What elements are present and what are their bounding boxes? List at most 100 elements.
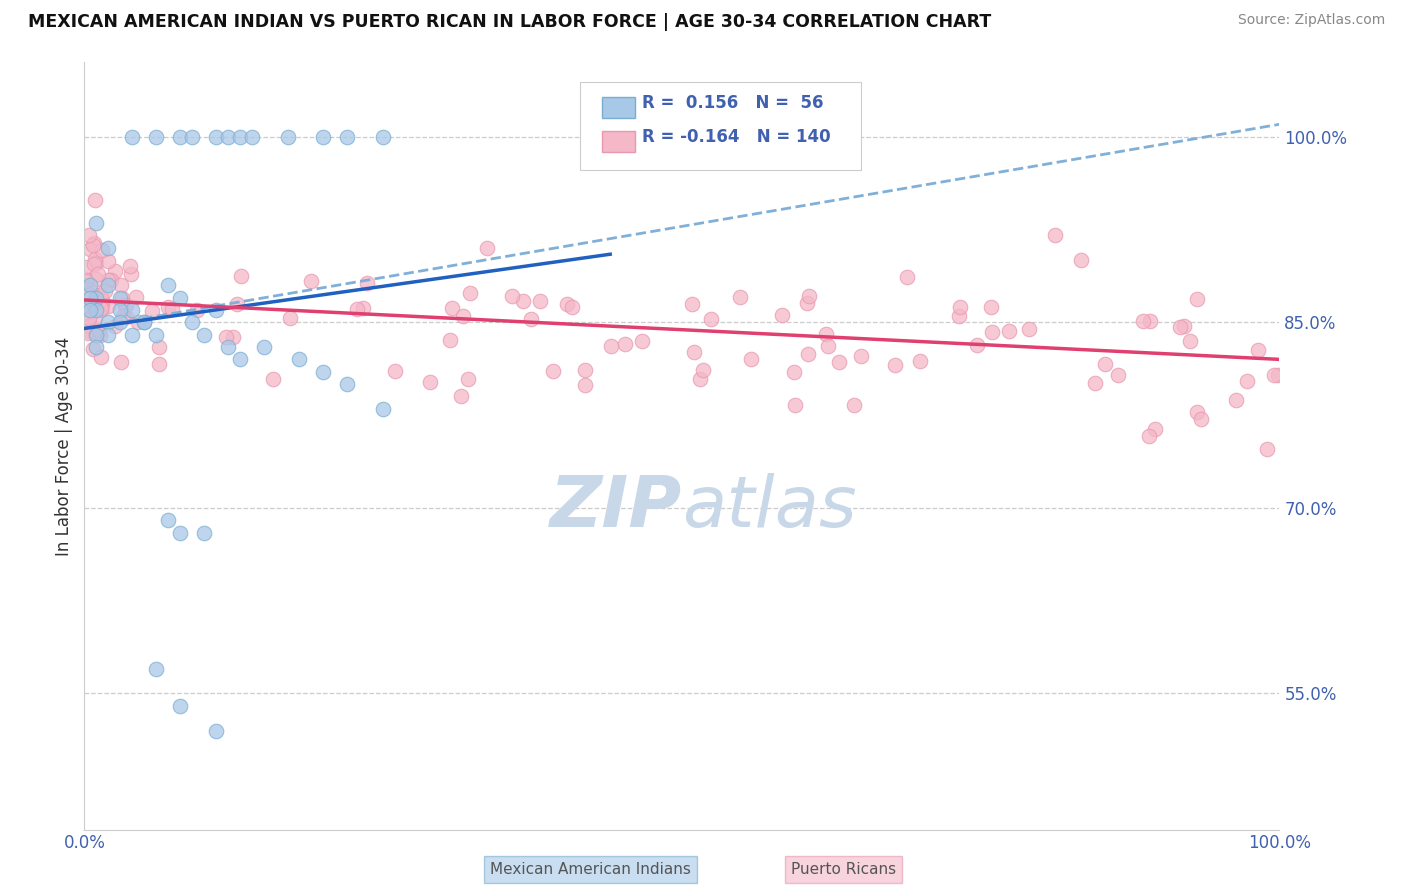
Point <box>120 267 142 281</box>
Point <box>278 311 301 326</box>
Point <box>229 352 252 367</box>
Point <box>82 238 104 252</box>
Point <box>76 326 98 340</box>
Point <box>1247 343 1270 358</box>
Point <box>90 301 112 316</box>
Point <box>948 309 970 323</box>
Text: Puerto Ricans: Puerto Ricans <box>792 863 896 877</box>
Point <box>75 298 97 312</box>
Point <box>193 525 215 540</box>
Point <box>87 267 110 281</box>
Point <box>76 278 98 293</box>
Point <box>1263 368 1285 383</box>
Point <box>1267 368 1289 382</box>
Point <box>145 327 167 342</box>
Point <box>299 274 322 288</box>
Point <box>110 315 132 329</box>
Point <box>966 338 988 352</box>
Point <box>240 129 263 144</box>
Point <box>87 323 110 337</box>
Point <box>1185 405 1208 419</box>
Point <box>441 301 464 316</box>
Point <box>91 297 114 311</box>
Point <box>148 340 170 354</box>
Point <box>86 327 108 342</box>
Point <box>700 311 723 326</box>
Point <box>312 365 335 379</box>
Point <box>614 336 637 351</box>
Point <box>1225 392 1247 407</box>
Point <box>215 330 238 344</box>
Point <box>83 193 105 207</box>
Point <box>981 325 1004 339</box>
Point <box>520 312 543 326</box>
Point <box>998 325 1021 339</box>
Point <box>844 398 866 412</box>
Point <box>529 293 551 308</box>
Point <box>457 372 479 386</box>
Point <box>128 314 150 328</box>
Point <box>90 287 112 301</box>
Point <box>79 318 101 333</box>
Point <box>1143 422 1166 436</box>
Point <box>373 401 395 416</box>
Point <box>439 333 461 347</box>
Point <box>169 291 191 305</box>
Point <box>157 513 180 527</box>
Point <box>352 301 374 315</box>
Point <box>631 334 654 348</box>
Point <box>312 129 335 144</box>
Point <box>205 723 228 738</box>
Point <box>451 309 474 323</box>
Point <box>100 273 122 287</box>
Point <box>75 274 97 288</box>
Point <box>75 286 97 301</box>
Point <box>336 129 359 144</box>
Point <box>740 351 762 366</box>
Text: MEXICAN AMERICAN INDIAN VS PUERTO RICAN IN LABOR FORCE | AGE 30-34 CORRELATION C: MEXICAN AMERICAN INDIAN VS PUERTO RICAN … <box>28 13 991 31</box>
Point <box>75 260 97 274</box>
Point <box>783 365 806 379</box>
Point <box>356 277 378 291</box>
Point <box>86 291 108 305</box>
Point <box>132 315 156 329</box>
Y-axis label: In Labor Force | Age 30-34: In Labor Force | Age 30-34 <box>55 336 73 556</box>
Point <box>84 272 107 286</box>
Point <box>827 355 849 369</box>
Point <box>111 291 134 305</box>
Point <box>346 301 368 316</box>
Point <box>148 357 170 371</box>
Point <box>83 252 105 266</box>
Point <box>97 278 120 293</box>
Point <box>83 257 105 271</box>
Point <box>82 296 104 310</box>
Point <box>288 352 311 367</box>
Point <box>1189 411 1212 425</box>
Point <box>682 344 704 359</box>
Point <box>115 298 138 312</box>
Point <box>797 289 820 303</box>
Point <box>145 129 167 144</box>
Point <box>1139 314 1161 328</box>
Point <box>97 315 120 329</box>
Point <box>555 296 578 310</box>
Point <box>229 268 252 283</box>
Point <box>797 346 820 360</box>
Point <box>181 315 204 329</box>
Point <box>728 290 751 304</box>
Text: atlas: atlas <box>682 473 856 541</box>
Point <box>97 327 120 342</box>
Point <box>205 129 228 144</box>
Point <box>75 305 97 319</box>
Point <box>262 372 284 386</box>
Point <box>884 358 907 372</box>
Point <box>785 398 807 412</box>
Point <box>229 129 252 144</box>
Point <box>181 129 204 144</box>
Point <box>574 378 596 392</box>
Point <box>79 291 101 305</box>
Point <box>1018 322 1040 336</box>
Point <box>90 303 112 318</box>
Point <box>79 302 101 317</box>
Point <box>112 310 135 324</box>
